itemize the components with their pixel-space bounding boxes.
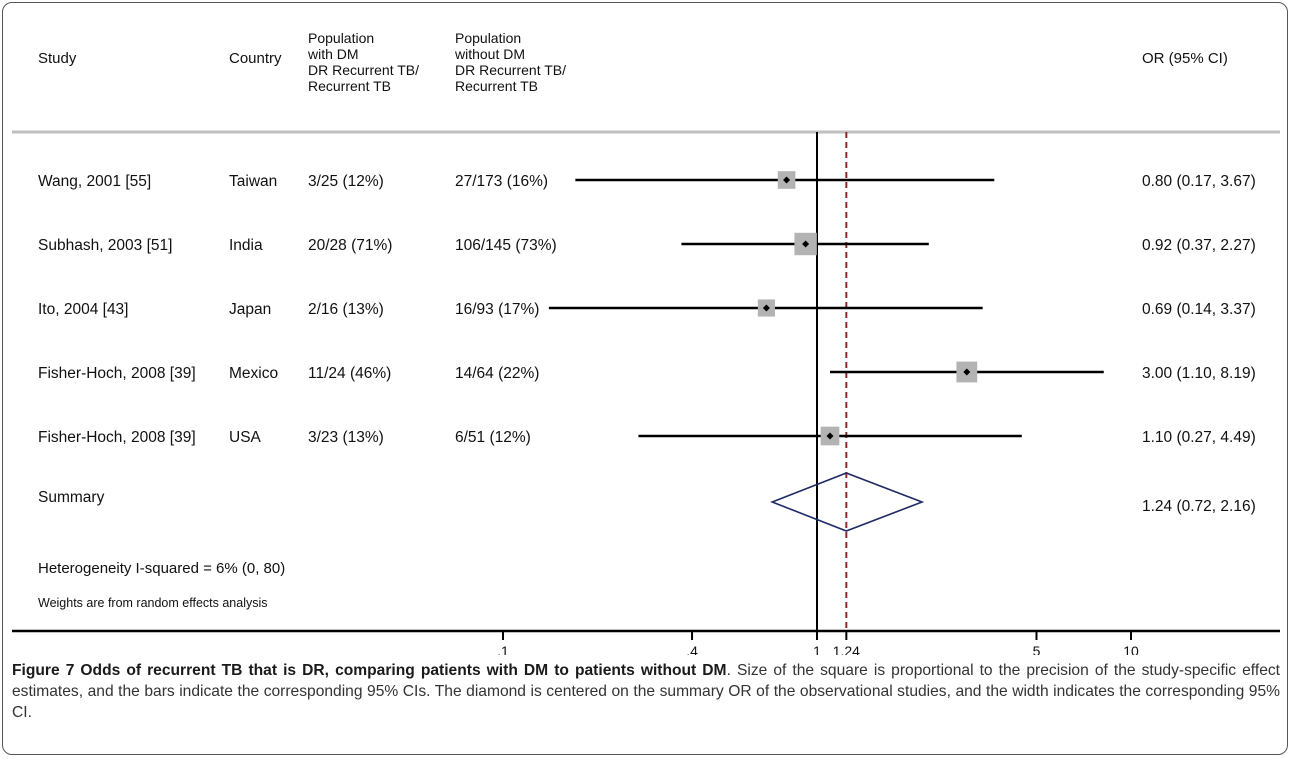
study-without-dm: 106/145 (73%) (455, 237, 557, 254)
study-or-text: 0.69 (0.14, 3.37) (1142, 301, 1256, 318)
figure-caption: Figure 7 Odds of recurrent TB that is DR… (12, 660, 1280, 723)
header-or: OR (95% CI) (1142, 50, 1228, 67)
study-with-dm: 2/16 (13%) (308, 301, 384, 318)
study-country: Mexico (229, 365, 278, 382)
point-estimate (783, 176, 791, 184)
x-tick-label: 1.24 (833, 643, 860, 655)
x-tick-label: 5 (1033, 643, 1041, 655)
study-without-dm: 27/173 (16%) (455, 173, 548, 190)
study-without-dm: 14/64 (22%) (455, 365, 539, 382)
study-with-dm: 20/28 (71%) (308, 237, 392, 254)
study-label: Fisher-Hoch, 2008 [39] (38, 365, 196, 382)
summary-diamond (770, 472, 925, 532)
study-without-dm: 16/93 (17%) (455, 301, 539, 318)
study-or-text: 0.92 (0.37, 2.27) (1142, 237, 1256, 254)
header-without-dm: Population (455, 30, 521, 46)
study-country: Japan (229, 301, 271, 318)
study-country: Taiwan (229, 173, 277, 190)
point-estimate (826, 432, 834, 440)
header-without-dm: Recurrent TB (455, 78, 538, 94)
summary-or-text: 1.24 (0.72, 2.16) (1142, 498, 1256, 515)
heterogeneity-text: Heterogeneity I-squared = 6% (0, 80) (38, 560, 285, 577)
study-label: Subhash, 2003 [51] (38, 237, 172, 254)
study-with-dm: 3/23 (13%) (308, 429, 384, 446)
x-tick-label: 10 (1123, 643, 1139, 655)
summary-label: Summary (38, 489, 105, 506)
x-tick-label: 1 (813, 643, 821, 655)
header-without-dm: without DM (454, 46, 525, 62)
study-with-dm: 3/25 (12%) (308, 173, 384, 190)
header-study: Study (38, 50, 77, 67)
weights-note: Weights are from random effects analysis (38, 596, 268, 610)
point-estimate (762, 304, 770, 312)
study-or-text: 1.10 (0.27, 4.49) (1142, 429, 1256, 446)
caption-text: . Size of the square is proportional to … (12, 662, 1280, 721)
header-with-dm: Recurrent TB (308, 78, 391, 94)
header-without-dm: DR Recurrent TB/ (455, 62, 566, 78)
x-tick-label: .1 (497, 643, 509, 655)
study-with-dm: 11/24 (46%) (308, 365, 391, 382)
header-with-dm: Population (308, 30, 374, 46)
study-without-dm: 6/51 (12%) (455, 429, 531, 446)
study-label: Ito, 2004 [43] (38, 301, 129, 318)
study-country: USA (229, 429, 262, 446)
study-country: India (229, 237, 263, 254)
header-with-dm: DR Recurrent TB/ (308, 62, 419, 78)
study-label: Wang, 2001 [55] (38, 173, 151, 190)
header-country: Country (229, 50, 282, 67)
point-estimate (963, 368, 971, 376)
caption-title: Figure 7 Odds of recurrent TB that is DR… (12, 662, 727, 679)
point-estimate (802, 240, 810, 248)
x-tick-label: .4 (686, 643, 698, 655)
study-label: Fisher-Hoch, 2008 [39] (38, 429, 196, 446)
study-or-text: 0.80 (0.17, 3.67) (1142, 173, 1256, 190)
study-or-text: 3.00 (1.10, 8.19) (1142, 365, 1256, 382)
header-with-dm: with DM (307, 46, 359, 62)
